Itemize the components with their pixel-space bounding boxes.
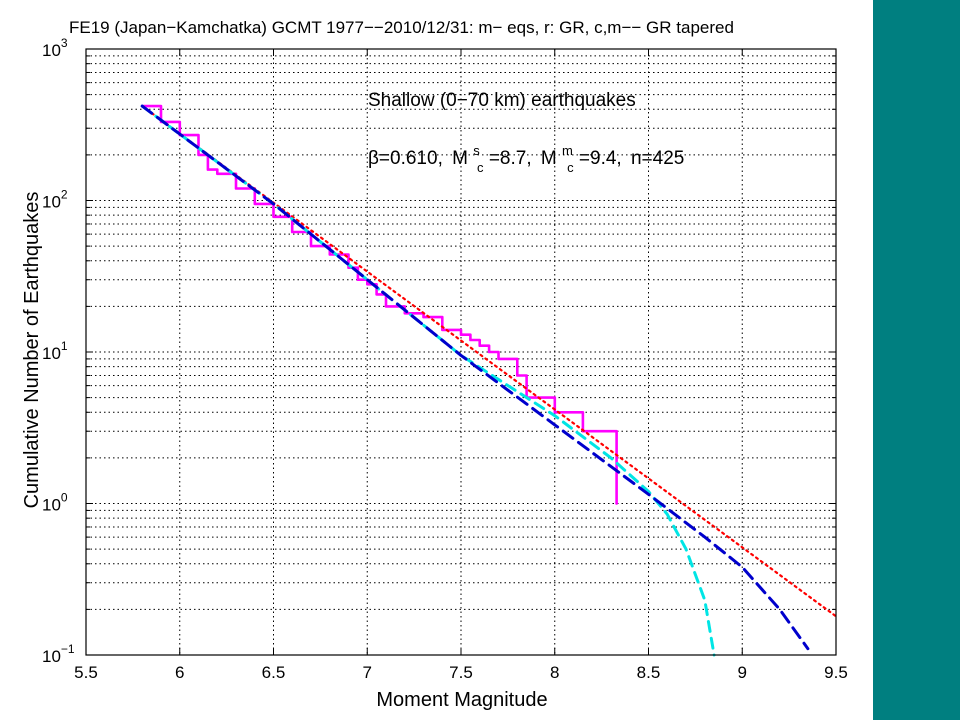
y-tick-label: 101 [42,339,68,363]
y-tick-label: 103 [42,36,68,60]
series-layer [140,104,838,657]
sidebar-band [873,0,960,720]
x-axis-label: Moment Magnitude [376,689,547,711]
x-tick-labels: 5.5 6 6.5 7 7.5 8 8.5 9 9.5 [74,663,848,682]
series-observed [140,104,618,505]
sample-count: n=425 [631,148,684,169]
annotation-parameters: β=0.610, M s c =8.7, M m c =9.4, n=425 [368,139,684,177]
tick-marks [85,48,837,656]
x-tick-label: 8 [550,663,559,682]
ms-superscript: s [473,143,480,158]
ms-value: =8.7, [489,148,532,169]
y-tick-labels: 10−1 100 101 102 103 [42,36,75,666]
x-tick-label: 7.5 [449,663,473,682]
x-tick-label: 9 [738,663,747,682]
mm-subscript: c [567,160,574,175]
y-axis-label: Cumulative Number of Earthquakes [21,192,43,509]
series-gr-tapered-c [140,104,716,657]
x-tick-label: 5.5 [74,663,98,682]
y-tick-label: 100 [42,491,68,515]
chart-title: FE19 (Japan−Kamchatka) GCMT 1977−−2010/1… [69,18,734,37]
ms-subscript: c [477,160,484,175]
mm-value: =9.4, [579,148,622,169]
x-tick-label: 6.5 [262,663,286,682]
y-tick-label: 10−1 [42,642,75,666]
y-tick-label: 102 [42,188,68,212]
mm-superscript: m [562,143,573,158]
mm-label: M [541,148,557,169]
x-tick-label: 9.5 [824,663,848,682]
x-tick-label: 7 [363,663,372,682]
ms-label: M [452,148,468,169]
annotation-region: Shallow (0−70 km) earthquakes [368,90,636,111]
series-gr-tapered-m [140,104,810,651]
x-tick-label: 6 [175,663,184,682]
grid [86,49,836,655]
beta-value: β=0.610, [368,148,443,169]
x-tick-label: 8.5 [637,663,661,682]
